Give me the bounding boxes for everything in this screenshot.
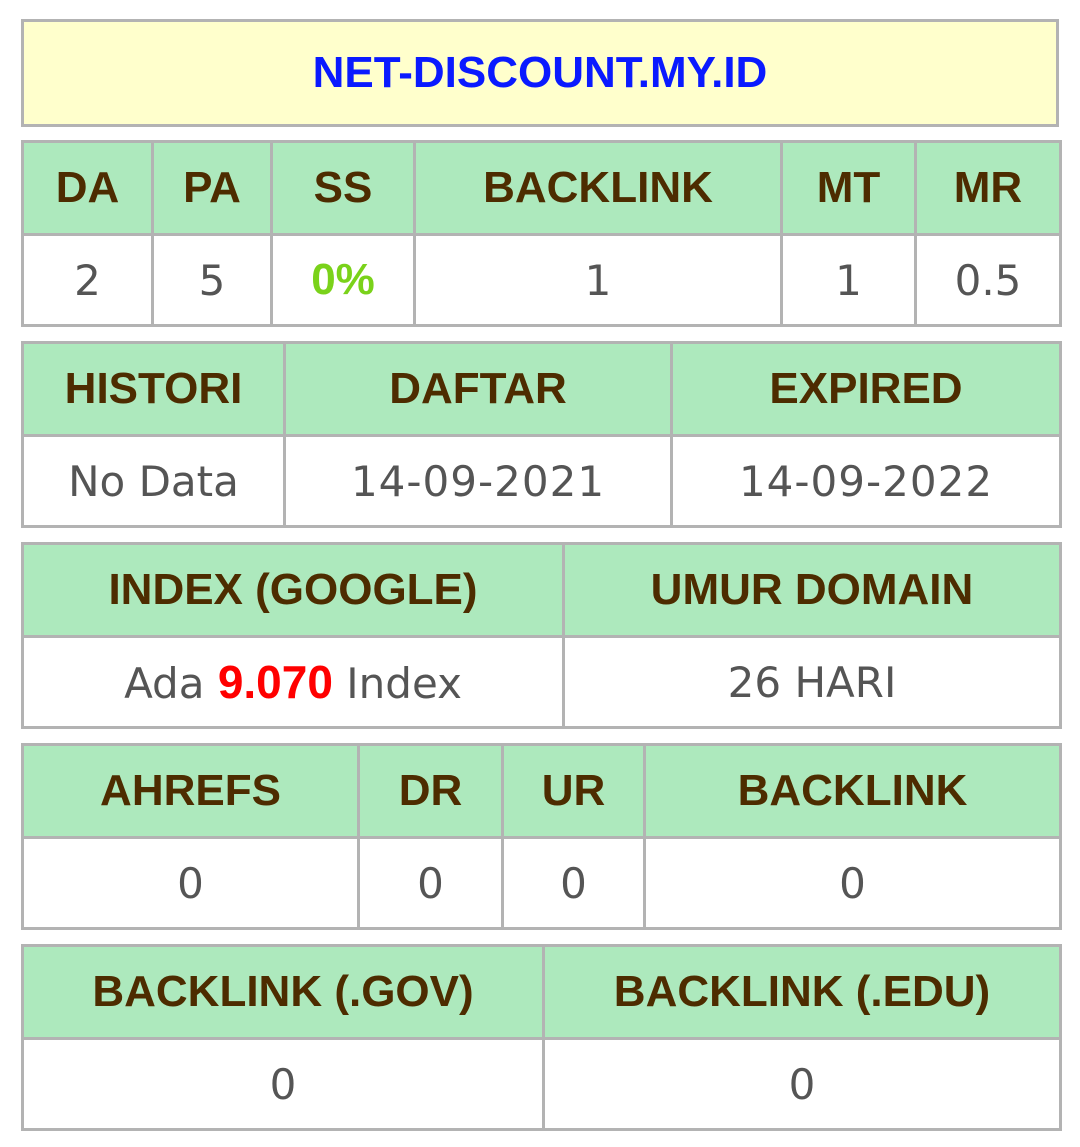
moz-header-row: DA PA SS BACKLINK MT MR [21, 140, 1062, 236]
value-mr: 0.5 [914, 233, 1062, 327]
value-dr: 0 [357, 836, 504, 930]
header-histori: HISTORI [21, 341, 286, 437]
index-suffix: Index [346, 659, 462, 708]
header-ss: SS [270, 140, 416, 236]
index-table: INDEX (GOOGLE) UMUR DOMAIN Ada 9.070 Ind… [21, 542, 1062, 729]
value-expired: 14-09-2022 [670, 434, 1062, 528]
header-ur: UR [501, 743, 646, 839]
whois-table: HISTORI DAFTAR EXPIRED No Data 14-09-202… [21, 341, 1062, 528]
whois-header-row: HISTORI DAFTAR EXPIRED [21, 341, 1062, 437]
value-umur-domain: 26 HARI [562, 635, 1062, 729]
special-backlinks-header-row: BACKLINK (.GOV) BACKLINK (.EDU) [21, 944, 1062, 1040]
header-backlink-edu: BACKLINK (.EDU) [542, 944, 1062, 1040]
value-da: 2 [21, 233, 154, 327]
value-backlink-edu: 0 [542, 1037, 1062, 1131]
domain-link[interactable]: NET-DISCOUNT.MY.ID [312, 48, 768, 97]
header-daftar: DAFTAR [283, 341, 673, 437]
ahrefs-table: AHREFS DR UR BACKLINK 0 0 0 0 [21, 743, 1062, 930]
header-backlink: BACKLINK [413, 140, 783, 236]
whois-value-row: No Data 14-09-2021 14-09-2022 [21, 434, 1062, 528]
value-backlink: 1 [413, 233, 783, 327]
special-backlinks-table: BACKLINK (.GOV) BACKLINK (.EDU) 0 0 [21, 944, 1062, 1131]
value-mt: 1 [780, 233, 917, 327]
header-index-google: INDEX (GOOGLE) [21, 542, 565, 638]
index-count: 9.070 [217, 656, 333, 708]
value-ss: 0% [270, 233, 416, 327]
header-umur-domain: UMUR DOMAIN [562, 542, 1062, 638]
header-backlink-gov: BACKLINK (.GOV) [21, 944, 545, 1040]
ahrefs-header-row: AHREFS DR UR BACKLINK [21, 743, 1062, 839]
spam-score-value: 0% [311, 255, 375, 304]
header-pa: PA [151, 140, 273, 236]
header-ahrefs-backlink: BACKLINK [643, 743, 1062, 839]
domain-title-box: NET-DISCOUNT.MY.ID [21, 19, 1059, 127]
value-ahrefs: 0 [21, 836, 360, 930]
moz-value-row: 2 5 0% 1 1 0.5 [21, 233, 1062, 327]
header-dr: DR [357, 743, 504, 839]
header-mt: MT [780, 140, 917, 236]
value-backlink-gov: 0 [21, 1037, 545, 1131]
special-backlinks-value-row: 0 0 [21, 1037, 1062, 1131]
index-header-row: INDEX (GOOGLE) UMUR DOMAIN [21, 542, 1062, 638]
index-value-row: Ada 9.070 Index 26 HARI [21, 635, 1062, 729]
moz-metrics-table: DA PA SS BACKLINK MT MR 2 5 0% 1 1 0.5 [21, 140, 1062, 327]
header-expired: EXPIRED [670, 341, 1062, 437]
header-ahrefs: AHREFS [21, 743, 360, 839]
ahrefs-value-row: 0 0 0 0 [21, 836, 1062, 930]
value-histori: No Data [21, 434, 286, 528]
header-mr: MR [914, 140, 1062, 236]
value-index-google: Ada 9.070 Index [21, 635, 565, 729]
domain-stats-panel: NET-DISCOUNT.MY.ID DA PA SS BACKLINK MT … [21, 19, 1062, 1131]
header-da: DA [21, 140, 154, 236]
value-pa: 5 [151, 233, 273, 327]
value-ahrefs-backlink: 0 [643, 836, 1062, 930]
value-daftar: 14-09-2021 [283, 434, 673, 528]
value-ur: 0 [501, 836, 646, 930]
index-prefix: Ada [124, 659, 205, 708]
